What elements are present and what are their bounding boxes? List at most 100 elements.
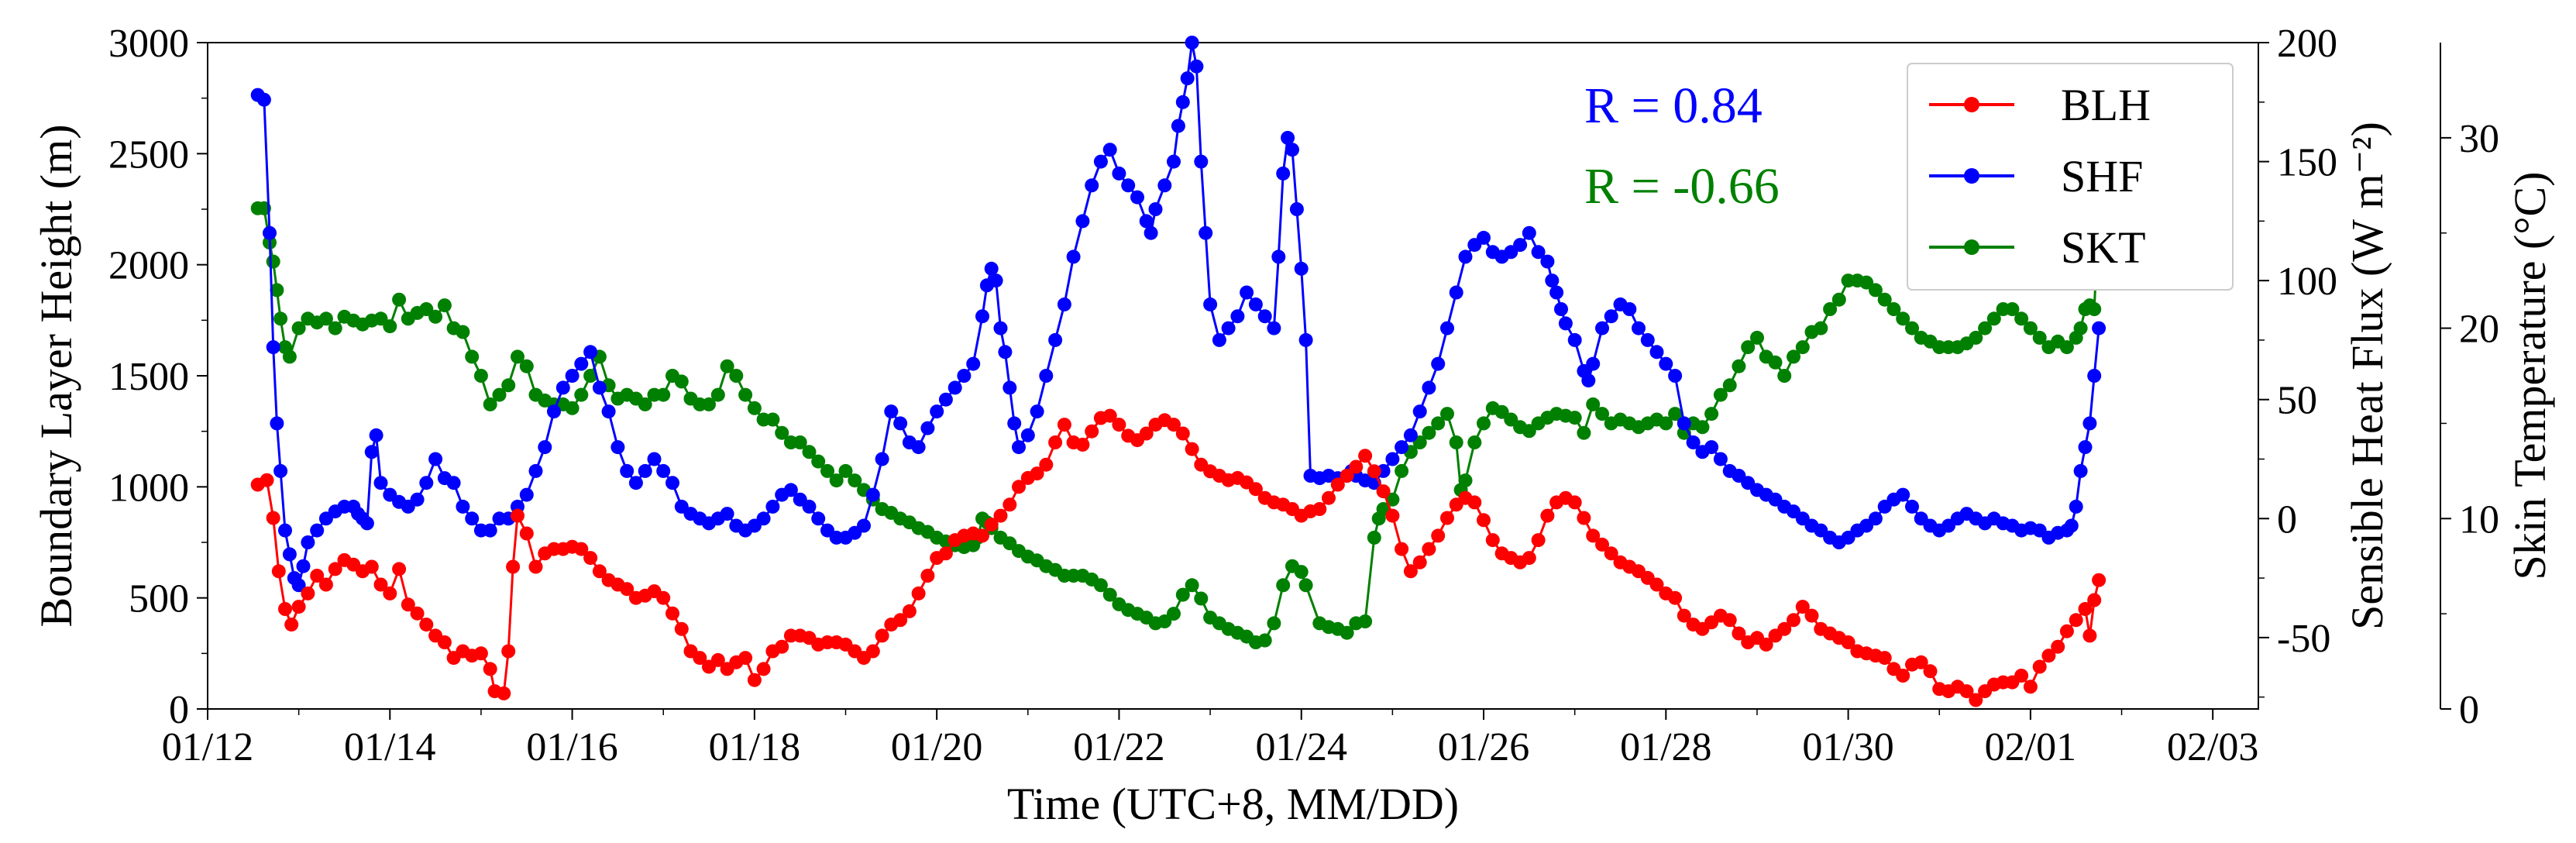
data-point-blh: [364, 559, 379, 574]
data-point-blh: [1595, 537, 1609, 552]
x-tick-label: 01/22: [1073, 725, 1164, 769]
data-point-skt: [2005, 302, 2020, 316]
data-point-shf: [1513, 238, 1528, 253]
data-point-skt: [583, 369, 598, 383]
data-point-skt: [1458, 473, 1473, 488]
data-point-skt: [1886, 302, 1901, 316]
data-point-shf: [583, 345, 598, 360]
data-point-blh: [738, 651, 753, 666]
data-point-blh: [328, 562, 342, 576]
data-point-blh: [938, 546, 953, 561]
data-point-shf: [1704, 440, 1719, 455]
data-point-shf: [1267, 321, 1281, 335]
data-point-skt: [1257, 633, 1272, 648]
data-point-blh: [1923, 664, 1938, 679]
data-point-skt: [1477, 416, 1491, 431]
data-point-skt: [1859, 275, 1874, 290]
y-tick-label-left: 1500: [108, 355, 189, 399]
data-point-shf: [565, 369, 580, 383]
data-point-shf: [359, 516, 374, 531]
data-point-shf: [884, 404, 899, 419]
y-tick-label-right-shf: -50: [2277, 617, 2330, 661]
y-tick-label-right-skt: 10: [2459, 497, 2499, 542]
data-point-skt: [1367, 530, 1381, 545]
data-point-skt: [291, 321, 306, 335]
data-point-blh: [747, 673, 762, 687]
data-point-shf: [428, 452, 443, 466]
data-point-shf: [369, 428, 383, 442]
data-point-blh: [266, 511, 280, 525]
data-point-skt: [1431, 416, 1446, 431]
data-point-skt: [501, 378, 516, 393]
data-point-skt: [1741, 340, 1756, 355]
data-point-skt: [1986, 311, 2001, 326]
data-point-shf: [273, 463, 288, 478]
data-point-blh: [1668, 590, 1683, 605]
data-point-shf: [456, 499, 470, 514]
data-point-shf: [1449, 285, 1463, 300]
x-tick-label: 02/03: [2167, 725, 2258, 769]
data-point-shf: [1039, 369, 1054, 383]
data-point-blh: [2092, 573, 2107, 587]
y-tick-label-right-shf: 200: [2277, 22, 2337, 66]
data-point-blh: [1440, 511, 1454, 525]
data-point-skt: [270, 283, 284, 298]
data-point-shf: [930, 404, 944, 419]
data-point-skt: [775, 425, 789, 440]
data-point-blh: [301, 586, 315, 600]
data-point-skt: [1750, 330, 1764, 345]
data-point-blh: [1777, 621, 1792, 636]
y-tick-label-right-skt: 30: [2459, 117, 2499, 161]
data-point-shf: [1522, 225, 1536, 240]
data-point-blh: [1804, 608, 1819, 623]
data-point-shf: [263, 225, 277, 240]
data-point-shf: [1180, 71, 1195, 86]
data-point-blh: [1787, 613, 1800, 628]
data-point-blh: [2082, 628, 2097, 643]
data-point-blh: [865, 644, 880, 659]
data-point-blh: [1586, 528, 1601, 543]
data-point-shf: [1130, 190, 1144, 205]
data-point-shf: [364, 445, 379, 459]
data-point-skt: [820, 463, 834, 478]
data-point-skt: [392, 292, 407, 307]
data-point-blh: [693, 651, 707, 666]
data-point-shf: [1896, 487, 1911, 502]
data-point-blh: [511, 508, 524, 523]
data-point-shf: [266, 340, 280, 355]
y-axis-label-right-shf: Sensible Heat Flux (W m⁻²): [2342, 122, 2392, 630]
data-point-blh: [1467, 495, 1482, 510]
y-axis-label-right-skt: Skin Temperature (°C): [2505, 171, 2555, 580]
data-point-shf: [2073, 463, 2088, 478]
data-point-shf: [1171, 119, 1185, 133]
data-point-skt: [1422, 425, 1436, 440]
data-point-shf: [1567, 332, 1582, 347]
data-point-shf: [628, 476, 643, 490]
data-point-blh: [1167, 418, 1181, 432]
data-point-blh: [975, 528, 989, 543]
legend-label-skt: SKT: [2061, 222, 2146, 273]
data-point-shf: [1144, 225, 1158, 240]
data-point-skt: [282, 349, 297, 364]
data-point-blh: [392, 562, 407, 576]
data-point-skt: [1777, 369, 1792, 383]
data-point-shf: [1167, 154, 1181, 169]
data-point-shf: [1431, 356, 1446, 371]
data-point-shf: [465, 511, 480, 526]
annotation-r-skt: R = -0.66: [1584, 158, 1780, 215]
data-point-shf: [1194, 154, 1209, 169]
data-point-skt: [1969, 330, 1983, 345]
data-point-shf: [1199, 225, 1213, 240]
data-point-shf: [1085, 178, 1099, 193]
y-tick-label-right-shf: 150: [2277, 141, 2337, 185]
data-point-skt: [1276, 578, 1291, 593]
data-point-blh: [893, 613, 908, 628]
data-point-shf: [610, 440, 625, 455]
data-point-blh: [483, 662, 497, 676]
axes-layer: 01/12 01/14 01/16 01/18 01/20 01/22 01/24 01/26…: [108, 22, 2499, 769]
series-blh: [250, 408, 2107, 707]
data-point-skt: [1722, 378, 1737, 393]
data-point-blh: [1012, 480, 1026, 494]
data-point-shf: [519, 487, 534, 502]
data-point-blh: [1039, 457, 1054, 472]
